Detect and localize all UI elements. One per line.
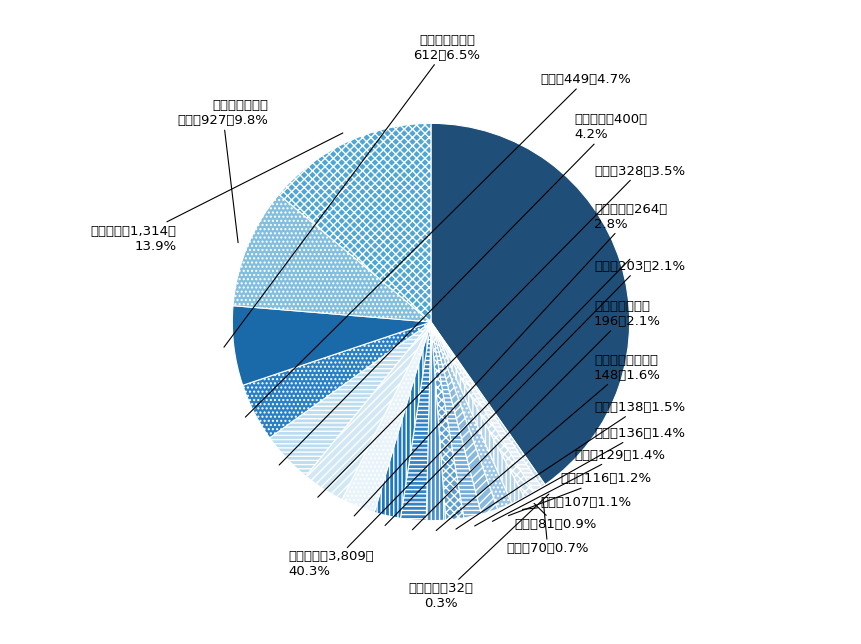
Text: 水利建设，400，
4.2%: 水利建设，400， 4.2%	[279, 113, 647, 465]
Text: 旅游，328，3.5%: 旅游，328，3.5%	[318, 164, 684, 497]
Text: 交通运输，1,314，
13.9%: 交通运输，1,314， 13.9%	[90, 133, 343, 252]
Wedge shape	[430, 322, 523, 504]
Text: 生态建设和环境
保护，927，9.8%: 生态建设和环境 保护，927，9.8%	[177, 99, 268, 243]
Text: 教育，449，4.7%: 教育，449，4.7%	[245, 73, 630, 417]
Wedge shape	[430, 322, 544, 487]
Text: 体育，116，1.2%: 体育，116，1.2%	[508, 473, 651, 516]
Text: 科技，136，1.4%: 科技，136，1.4%	[474, 427, 684, 526]
Wedge shape	[430, 322, 480, 518]
Wedge shape	[278, 124, 430, 322]
Wedge shape	[374, 322, 430, 518]
Text: 能源，129，1.4%: 能源，129，1.4%	[492, 449, 664, 522]
Wedge shape	[430, 322, 511, 509]
Wedge shape	[400, 322, 430, 520]
Text: 文化，203，2.1%: 文化，203，2.1%	[385, 260, 684, 526]
Text: 市政工程，3,809，
40.3%: 市政工程，3,809， 40.3%	[288, 260, 629, 578]
Wedge shape	[232, 306, 430, 385]
Wedge shape	[430, 322, 541, 492]
Text: 政府基础设施，
196，2.1%: 政府基础设施， 196，2.1%	[412, 300, 660, 530]
Text: 农业，70，0.7%: 农业，70，0.7%	[506, 498, 588, 555]
Wedge shape	[243, 322, 430, 438]
Wedge shape	[430, 322, 463, 520]
Wedge shape	[306, 322, 430, 500]
Text: 保障性安居工程，
148，1.6%: 保障性安居工程， 148，1.6%	[436, 354, 660, 531]
Text: 社会保障，32，
0.3%: 社会保障，32， 0.3%	[408, 494, 548, 610]
Text: 养老，107，1.1%: 养老，107，1.1%	[522, 497, 630, 509]
Wedge shape	[269, 322, 430, 476]
Text: 其他，138，1.5%: 其他，138，1.5%	[455, 401, 684, 529]
Text: 医疗卫生，264，
2.8%: 医疗卫生，264， 2.8%	[354, 203, 666, 516]
Wedge shape	[430, 124, 629, 485]
Wedge shape	[430, 322, 497, 514]
Wedge shape	[342, 322, 430, 513]
Wedge shape	[430, 322, 533, 497]
Wedge shape	[425, 322, 445, 520]
Text: 林业，81，0.9%: 林业，81，0.9%	[514, 504, 596, 531]
Wedge shape	[232, 194, 430, 322]
Text: 城镇综合开发，
612，6.5%: 城镇综合开发， 612，6.5%	[224, 34, 480, 347]
